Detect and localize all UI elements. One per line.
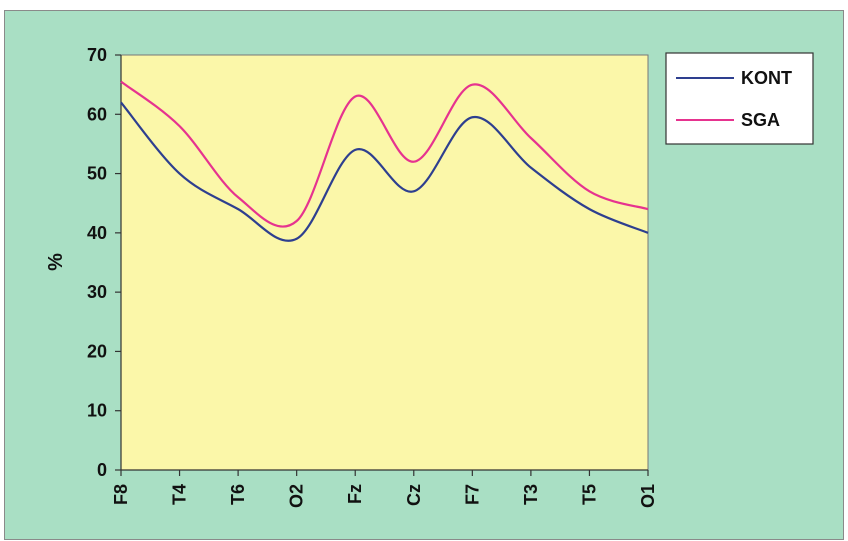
x-tick-label: F8 [111,484,131,505]
legend: KONT SGA [665,52,814,145]
y-axis-title: % [45,253,67,271]
x-axis: F8 T4 T6 O2 Fz Cz F7 T3 T5 O1 [111,469,658,508]
x-tick-label: T4 [170,484,190,505]
x-tick-label: T3 [521,484,541,505]
y-tick-label: 40 [87,223,107,243]
y-tick-label: 20 [87,341,107,361]
x-tick-label: Cz [404,484,424,506]
y-tick-label: 50 [87,164,107,184]
y-tick-label: 10 [87,401,107,421]
y-axis: 0 10 20 30 40 50 60 70 [87,45,122,480]
x-tick-label: O2 [287,484,307,508]
series-line-sga [120,80,649,228]
x-tick-label: T6 [228,484,248,505]
y-tick-label: 0 [97,460,107,480]
y-tick-label: 70 [87,45,107,65]
series-line-kont [120,101,649,242]
plot-area [120,54,649,471]
legend-label-kont: KONT [741,68,792,88]
legend-label-sga: SGA [741,110,780,130]
series-lines [120,80,649,242]
x-tick-label: F7 [462,484,482,505]
x-tick-label: O1 [638,484,658,508]
x-tick-label: T5 [579,484,599,505]
x-tick-label: Fz [345,484,365,504]
y-tick-label: 60 [87,104,107,124]
legend-box [665,52,814,145]
y-tick-label: 30 [87,282,107,302]
